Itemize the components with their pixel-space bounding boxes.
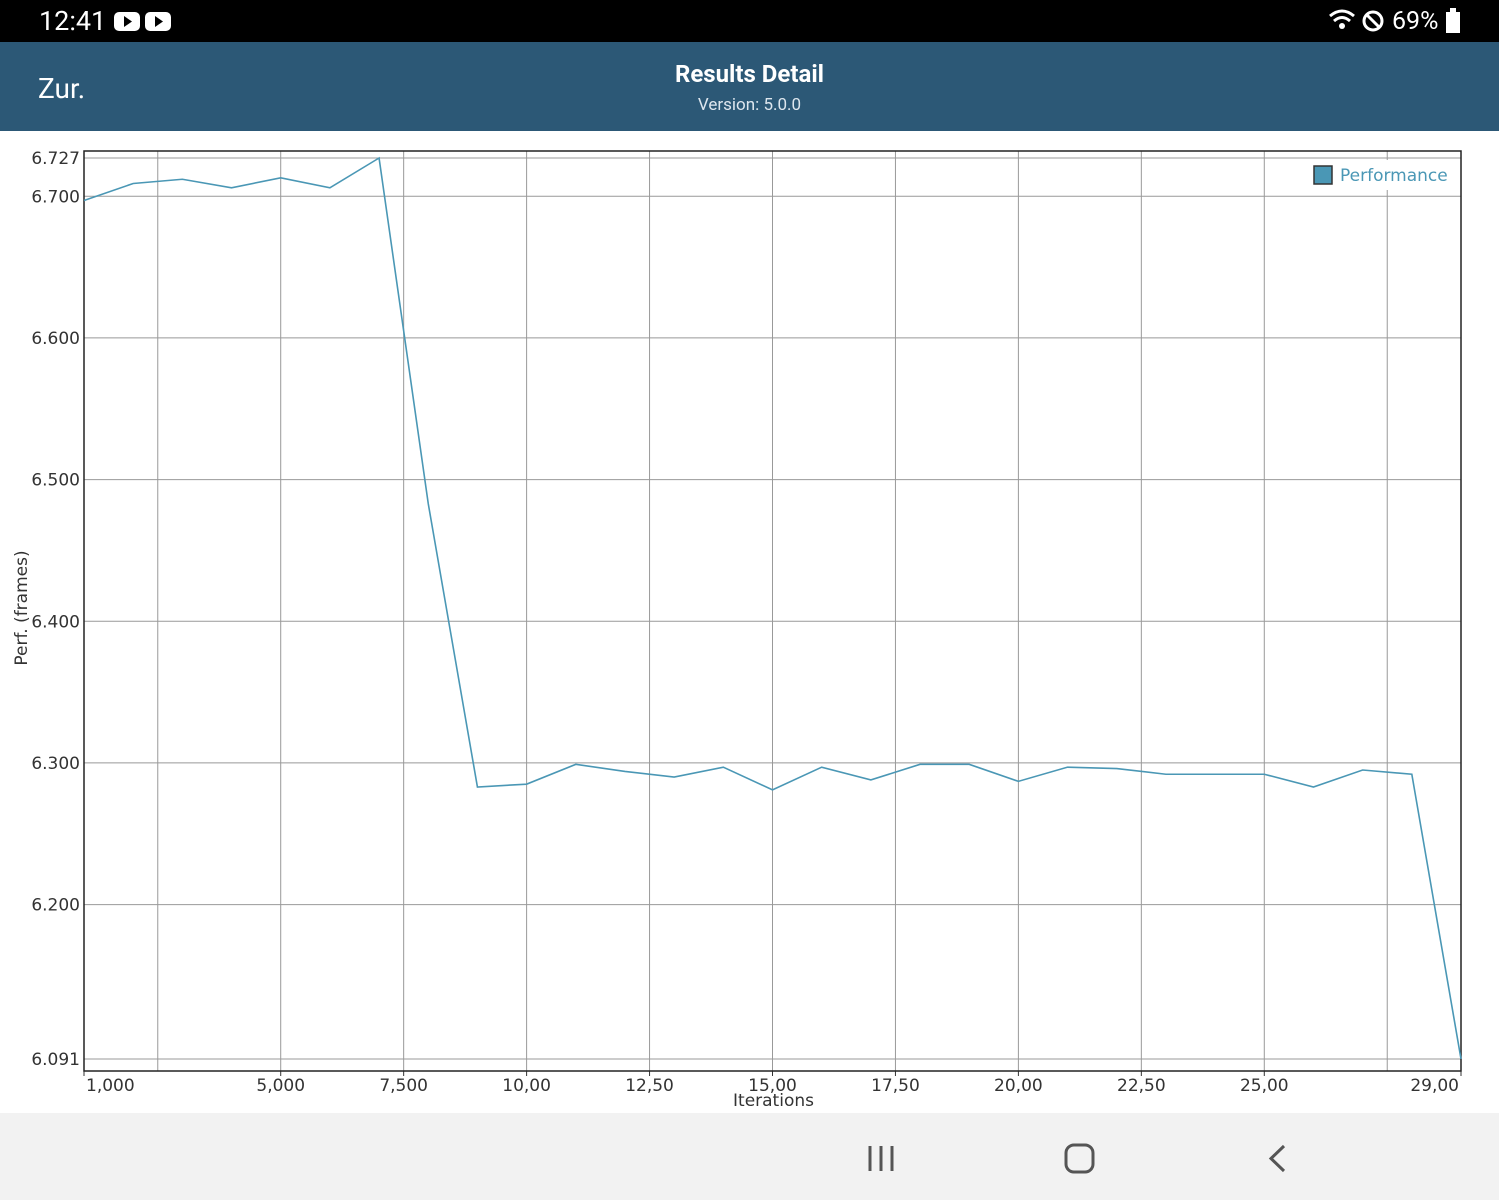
notification-icons [114, 12, 171, 31]
y-tick-label: 6.300 [31, 754, 80, 774]
battery-icon [1446, 8, 1460, 33]
data-line [83, 156, 1462, 1060]
page-subtitle: Version: 5.0.0 [697, 95, 802, 115]
legend: Performance [1306, 160, 1456, 190]
y-tick-label: 6.200 [31, 896, 80, 916]
y-tick-label: 6.500 [31, 471, 80, 491]
recents-button[interactable] [868, 1146, 894, 1171]
x-tick-label: 29,00 [1410, 1076, 1459, 1096]
x-tick-label: 22,50 [1117, 1076, 1166, 1096]
x-tick-label: 5,000 [256, 1076, 305, 1096]
status-bar: 12:41 69% [0, 0, 1499, 42]
nav-buttons [868, 1143, 1286, 1174]
x-tick-label: 1,000 [86, 1076, 135, 1096]
y-tick-label: 6.700 [31, 187, 80, 207]
page-title: Results Detail [674, 60, 825, 88]
y-tick-label: 6.727 [31, 149, 80, 169]
app-header: Zur. Results Detail Version: 5.0.0 [0, 42, 1499, 131]
y-tick-label: 6.400 [31, 612, 80, 632]
home-button[interactable] [1064, 1143, 1095, 1174]
y-tick-label: 6.600 [31, 329, 80, 349]
navigation-bar [0, 1113, 1499, 1200]
x-tick-label: 20,00 [994, 1076, 1043, 1096]
x-axis-label: Iterations [733, 1091, 814, 1111]
battery-level: 69% [1392, 7, 1439, 36]
x-tick-label: 10,00 [502, 1076, 551, 1096]
system-icons [1329, 9, 1384, 32]
y-tick-label: 6.091 [31, 1050, 80, 1070]
legend-swatch [1313, 165, 1333, 185]
back-nav-button[interactable] [1268, 1144, 1286, 1173]
plot-frame [83, 150, 1462, 1072]
chart: 6.727 6.700 6.600 6.500 6.400 6.300 6.200 6.091… [12, 149, 1462, 1111]
x-tick-label: 15,00 [748, 1076, 797, 1096]
y-axis-label: Perf. (frames) [12, 550, 32, 665]
x-tick-label: 7,500 [379, 1076, 428, 1096]
x-tick-label: 12,50 [625, 1076, 674, 1096]
back-button[interactable]: Zur. [38, 72, 86, 105]
clock: 12:41 [39, 5, 107, 37]
x-tick-label: 17,50 [871, 1076, 920, 1096]
legend-label: Performance [1340, 166, 1448, 186]
x-tick-label: 25,00 [1240, 1076, 1289, 1096]
